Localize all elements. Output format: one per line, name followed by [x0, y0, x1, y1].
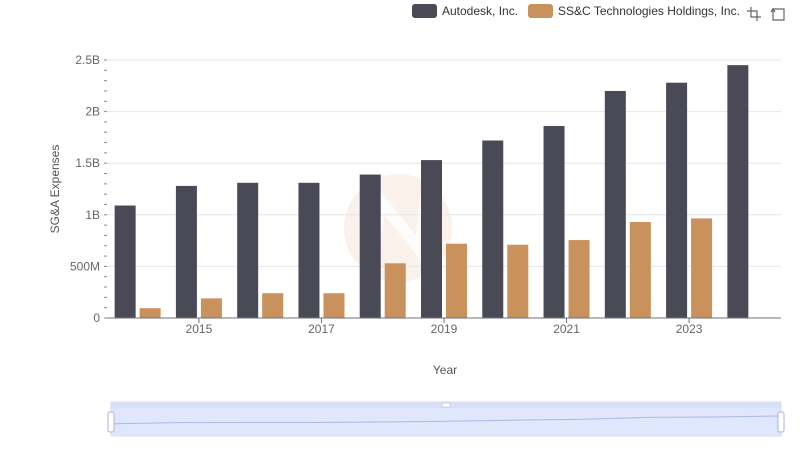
x-tick-label: 2021 [553, 322, 580, 336]
bar-ssc [691, 218, 713, 318]
bar-ssc [139, 308, 161, 318]
y-tick-label: 2B [85, 105, 100, 119]
bar-autodesk [359, 174, 381, 318]
legend-label-ssc: SS&C Technologies Holdings, Inc. [558, 4, 740, 18]
y-axis-label: SG&A Expenses [48, 145, 62, 234]
x-tick-label: 2017 [308, 322, 335, 336]
bar-autodesk [543, 126, 565, 318]
chart-bars [114, 65, 749, 319]
bar-ssc [568, 240, 590, 318]
x-axis-label: Year [433, 363, 457, 377]
y-tick-label: 1B [85, 208, 100, 222]
bar-autodesk [298, 182, 320, 318]
legend-item-ssc[interactable]: SS&C Technologies Holdings, Inc. [528, 4, 740, 18]
bar-ssc [200, 298, 222, 318]
bar-autodesk [114, 205, 136, 318]
bar-ssc [262, 293, 284, 318]
bar-autodesk [604, 90, 626, 319]
bar-autodesk [727, 65, 749, 318]
legend-label-autodesk: Autodesk, Inc. [442, 4, 519, 18]
data-zoom-slider[interactable] [107, 401, 785, 437]
bar-ssc [446, 243, 467, 318]
bar-autodesk [237, 182, 259, 318]
x-tick-label: 2015 [186, 322, 213, 336]
legend-swatch-autodesk [412, 4, 437, 18]
bar-autodesk [666, 82, 688, 318]
zoom-handle-right [777, 411, 785, 433]
restore-icon[interactable] [770, 6, 786, 22]
chart-toolbox [746, 6, 786, 22]
bar-autodesk [421, 160, 442, 318]
bar-autodesk [482, 140, 504, 318]
zoom-preview-line [110, 415, 782, 425]
zoom-icon[interactable] [746, 6, 762, 22]
legend-item-autodesk[interactable]: Autodesk, Inc. [412, 4, 518, 18]
zoom-selection [111, 408, 781, 436]
legend-swatch-ssc [528, 4, 554, 18]
y-tick-label: 1.5B [75, 156, 100, 170]
bar-autodesk [175, 185, 197, 318]
bar-ssc [629, 222, 651, 318]
bar-ssc [323, 293, 345, 318]
y-tick-label: 500M [70, 259, 100, 273]
bar-ssc [384, 263, 406, 318]
zoom-handle-left [107, 411, 115, 433]
chart-axes: 0 500M 1B 1.5B 2B 2.5B 2015 2017 2019 2021 2023 [70, 53, 781, 336]
x-tick-label: 2019 [431, 322, 458, 336]
bar-ssc [507, 244, 529, 318]
y-tick-label: 2.5B [75, 53, 100, 67]
y-tick-label: 0 [93, 311, 100, 325]
zoom-move-handle [441, 402, 451, 408]
chart-legend: Autodesk, Inc. SS&C Technologies Holding… [412, 4, 750, 18]
x-tick-label: 2023 [676, 322, 703, 336]
